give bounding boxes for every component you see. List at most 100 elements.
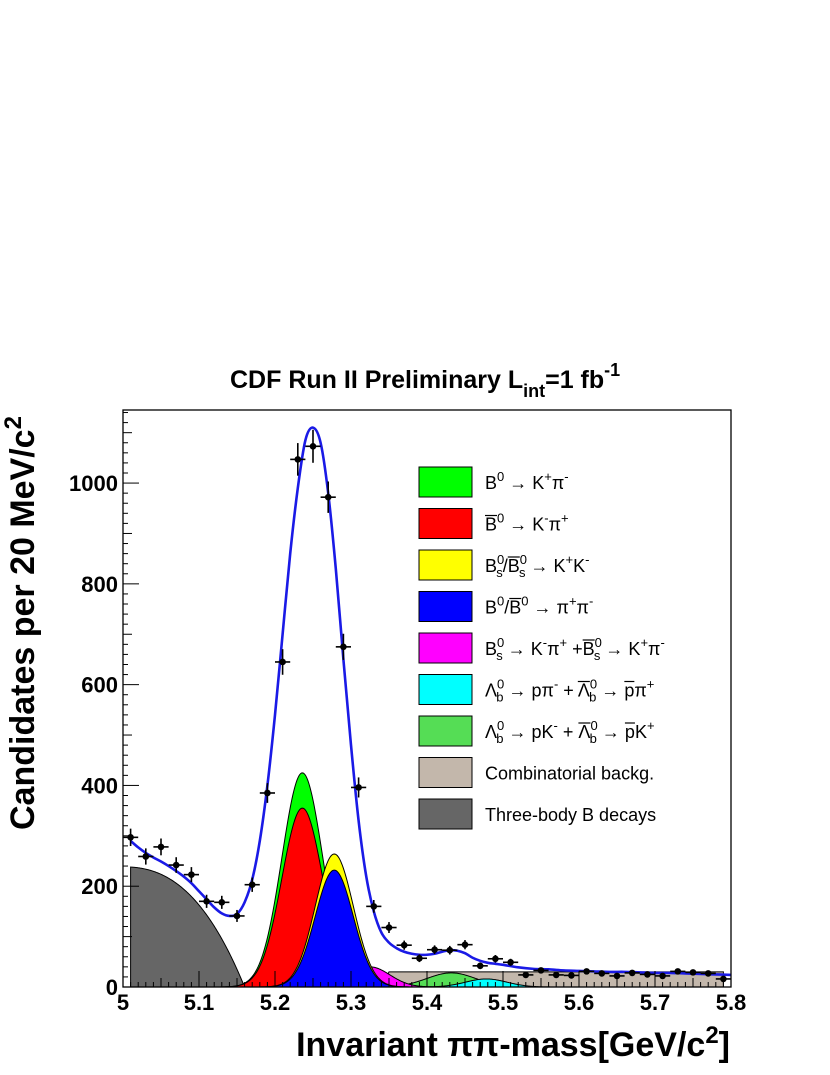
data-point	[396, 940, 412, 950]
legend-label: B0 s/B0 s → K+K-	[485, 552, 590, 580]
x-axis-label: Invariant ππ-mass[GeV/c2]	[296, 1022, 730, 1064]
data-point-marker	[294, 456, 302, 463]
data-point	[503, 958, 519, 966]
data-point-marker	[674, 968, 682, 975]
fit-curve	[129, 426, 731, 977]
y-axis-label-text: Candidates per 20 MeV/c2	[0, 416, 42, 830]
data-point-marker	[522, 971, 530, 979]
data-point-marker	[127, 834, 134, 841]
data-point	[320, 481, 336, 513]
data-point-marker	[172, 861, 180, 869]
x-axis-label-text: Invariant ππ-mass[GeV/c2]	[296, 1022, 730, 1064]
data-point-marker	[264, 789, 271, 797]
data-point	[351, 777, 367, 798]
data-point-marker	[233, 912, 241, 920]
y-tick-label: 400	[81, 773, 118, 798]
data-point-marker	[598, 970, 606, 977]
data-point-marker	[704, 970, 712, 977]
y-axis: 0 200 400 600 800 1000	[69, 412, 139, 1000]
data-point	[229, 909, 245, 922]
legend-swatch	[418, 674, 473, 705]
legend-label: Combinatorial backg.	[485, 764, 654, 784]
data-point-marker	[203, 898, 210, 905]
y-axis-label: Candidates per 20 MeV/c2	[0, 416, 42, 830]
data-point	[685, 969, 701, 976]
data-point-marker	[400, 941, 408, 949]
x-tick-label: 5.4	[412, 990, 443, 1015]
legend-swatch	[418, 798, 473, 830]
data-point	[624, 969, 640, 977]
data-point-marker	[309, 442, 317, 450]
data-point	[457, 940, 473, 950]
data-point-marker	[507, 959, 514, 966]
data-point	[199, 894, 215, 908]
data-point-marker	[552, 971, 560, 979]
x-tick-label: 5.8	[716, 990, 747, 1015]
data-point	[168, 857, 184, 873]
x-axis: 5 5.1 5.2 5.3 5.4 5.5 5.6 5.7 5.8	[117, 971, 746, 1015]
y-tick-label: 1000	[69, 471, 118, 496]
legend-swatch	[418, 715, 473, 747]
data-point	[609, 972, 625, 980]
data-point	[259, 783, 275, 803]
data-point-marker	[340, 643, 347, 651]
data-point-marker	[385, 924, 393, 931]
x-tick-label: 5.7	[640, 990, 671, 1015]
data-point	[381, 922, 397, 934]
title-text: CDF Run II Preliminary Lint=1 fb-1	[230, 360, 620, 401]
data-point-marker	[568, 972, 575, 979]
y-tick-label: 600	[81, 673, 118, 698]
legend-label: B0 → K+π-	[485, 469, 569, 493]
data-point	[487, 955, 503, 963]
legend-swatch	[418, 632, 473, 664]
legend-item: B0 → K-π+	[418, 508, 569, 539]
legend-label: B0 s → K-π+ +B0 s → K+π-	[485, 635, 665, 663]
data-point-marker	[537, 967, 545, 974]
data-point-marker	[689, 969, 697, 976]
data-point-marker	[416, 954, 423, 962]
x-tick-label: 5.5	[488, 990, 519, 1015]
data-point-marker	[324, 493, 332, 501]
legend-label: Λ0 b → pK- + Λ0 b → pK+	[485, 718, 655, 746]
legend-item: Λ0 b → pK- + Λ0 b → pK+	[418, 715, 655, 747]
data-point-marker	[720, 975, 727, 983]
data-point-marker	[628, 969, 636, 977]
data-point-marker	[446, 946, 454, 954]
x-tick-label: 5.2	[260, 990, 291, 1015]
y-tick-label: 800	[81, 572, 118, 597]
data-point	[442, 945, 458, 955]
data-point	[427, 945, 443, 955]
x-tick-label: 5.6	[564, 990, 595, 1015]
chart-title: CDF Run II Preliminary Lint=1 fb-1	[230, 360, 620, 401]
y-tick-label: 200	[81, 874, 118, 899]
data-point	[700, 970, 716, 977]
data-point-marker	[142, 853, 150, 860]
data-point-marker	[370, 903, 378, 910]
data-point	[579, 968, 595, 975]
data-point-marker	[461, 941, 469, 948]
legend-item: Λ0 b → pπ- + Λ0 b → pπ+	[418, 674, 654, 705]
area-three-body-b-decays	[130, 866, 246, 987]
data-point	[411, 954, 427, 963]
data-point-marker	[583, 968, 590, 975]
plot-area: 5 5.1 5.2 5.3 5.4 5.5 5.6 5.7 5.8 0 200 400 600 800 10…	[69, 409, 746, 1015]
data-point	[275, 649, 291, 675]
data-point	[153, 838, 169, 856]
data-point-marker	[355, 784, 362, 791]
area-b0-bbar0-pi-pi	[257, 869, 411, 987]
data-point	[715, 975, 731, 983]
legend-swatch	[418, 757, 473, 788]
legend-item: Three-body B decays	[418, 798, 656, 830]
x-tick-label: 5	[117, 990, 129, 1015]
data-point	[563, 972, 579, 979]
legend-label: Three-body B decays	[485, 805, 656, 825]
legend-item: B0 s/B0 s → K+K-	[418, 549, 590, 581]
legend-label: B0 → K-π+	[485, 511, 569, 535]
data-point-marker	[659, 972, 666, 980]
data-point	[183, 867, 199, 883]
legend-label: B0/B0 → π+π-	[485, 594, 593, 618]
legend-item: B0 s → K-π+ +B0 s → K+π-	[418, 632, 665, 664]
x-tick-label: 5.3	[336, 990, 367, 1015]
data-point	[670, 968, 686, 975]
